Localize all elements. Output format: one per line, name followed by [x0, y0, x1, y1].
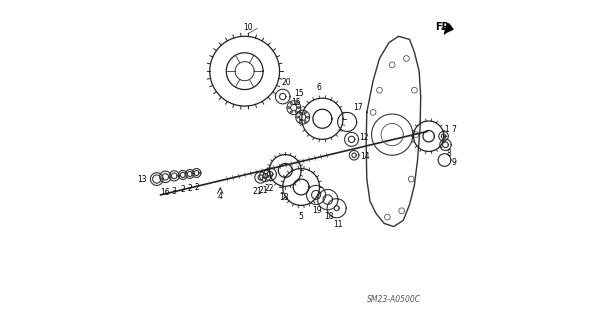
Text: 9: 9: [451, 158, 456, 167]
Text: SM23-A0500C: SM23-A0500C: [366, 295, 421, 304]
Circle shape: [295, 111, 298, 113]
Text: 2: 2: [194, 183, 199, 192]
Circle shape: [299, 112, 301, 114]
Circle shape: [307, 116, 309, 118]
Polygon shape: [444, 24, 453, 33]
Text: 16: 16: [160, 188, 170, 197]
Circle shape: [295, 102, 298, 104]
Circle shape: [304, 121, 307, 123]
Circle shape: [290, 111, 292, 113]
Text: 21: 21: [252, 187, 262, 196]
Text: 18: 18: [279, 193, 289, 202]
Text: 14: 14: [361, 152, 370, 161]
Text: 21: 21: [259, 186, 268, 195]
Text: 2: 2: [187, 184, 192, 193]
Text: 4: 4: [218, 192, 223, 201]
Text: 2: 2: [181, 185, 185, 194]
Text: 15: 15: [292, 98, 301, 107]
Text: 17: 17: [353, 103, 363, 112]
Circle shape: [304, 112, 307, 114]
Circle shape: [296, 116, 299, 118]
Text: 5: 5: [299, 212, 304, 221]
Text: 12: 12: [359, 133, 369, 142]
Text: 13: 13: [138, 174, 147, 184]
Circle shape: [287, 107, 290, 109]
Circle shape: [299, 121, 301, 123]
Text: 7: 7: [452, 125, 457, 134]
Text: 10: 10: [243, 22, 252, 32]
Text: 22: 22: [264, 184, 274, 193]
Circle shape: [290, 102, 292, 104]
Text: 11: 11: [333, 220, 342, 228]
Text: 18: 18: [324, 212, 334, 221]
Text: 19: 19: [312, 206, 322, 215]
Text: 3: 3: [172, 187, 176, 196]
Text: FR.: FR.: [435, 22, 453, 32]
Text: 8: 8: [447, 149, 451, 158]
Text: 20: 20: [281, 78, 290, 87]
Text: 15: 15: [294, 89, 304, 98]
Circle shape: [298, 107, 300, 109]
Text: 1: 1: [444, 125, 448, 134]
Text: 6: 6: [317, 83, 321, 92]
